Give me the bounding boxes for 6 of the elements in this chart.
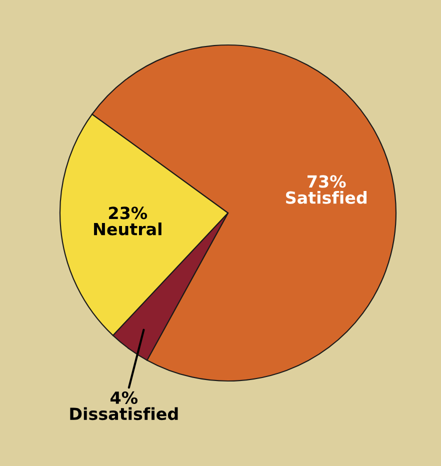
data-label: 4%: [110, 391, 138, 404]
slice-label: Satisfied: [286, 191, 366, 204]
slice-label: Dissatisfied: [70, 407, 178, 420]
data-label: 23%: [109, 206, 148, 220]
slice-label: Neutral: [94, 222, 162, 236]
data-label: 73%: [308, 175, 346, 188]
